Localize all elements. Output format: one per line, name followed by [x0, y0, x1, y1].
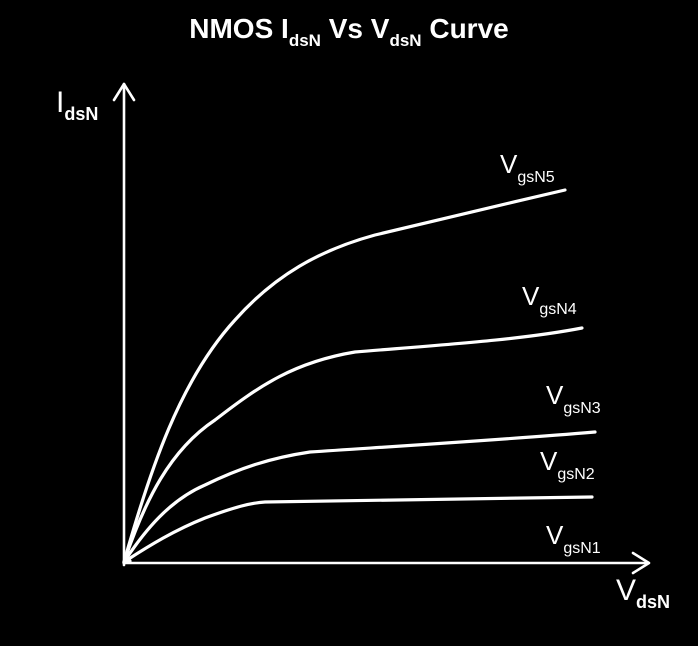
curve-vgsn1 — [122, 559, 132, 565]
x-axis-arrow — [631, 551, 651, 575]
diagram-title: NMOS IdsN Vs VdsN Curve — [189, 13, 508, 50]
x-axis-label: VdsN — [616, 574, 670, 612]
curve-label-vgsn5: VgsN5 — [500, 149, 555, 186]
curve-vgsn5 — [122, 188, 567, 564]
curve-vgsn4 — [122, 326, 584, 564]
curve-label-vgsn4: VgsN4 — [522, 281, 577, 318]
curve-label-vgsn3: VgsN3 — [546, 380, 601, 417]
curve-vgsn2 — [122, 495, 594, 564]
curve-label-vgsn1: VgsN1 — [546, 520, 601, 557]
curve-vgsn3 — [122, 430, 597, 564]
y-axis-arrow — [112, 82, 136, 102]
y-axis-label: IdsN — [56, 86, 98, 124]
curve-label-vgsn2: VgsN2 — [540, 446, 595, 483]
